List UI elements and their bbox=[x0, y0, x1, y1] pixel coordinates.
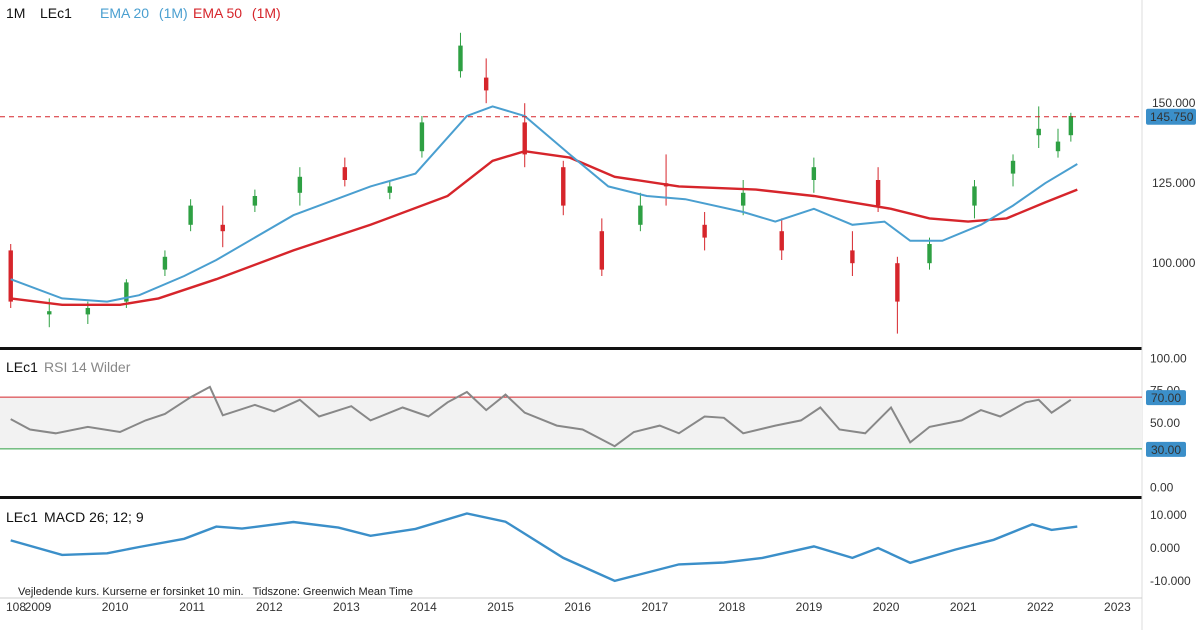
candle-body bbox=[638, 205, 643, 225]
x-tick-label: 2015 bbox=[487, 600, 514, 614]
candle-body bbox=[875, 180, 881, 206]
candle-body bbox=[387, 186, 392, 193]
candle-body bbox=[811, 167, 817, 180]
macd-y-ticks: 10.000 0.000 -10.000 bbox=[1150, 508, 1191, 588]
candle-body bbox=[740, 192, 746, 206]
rsi-lower-badge-label: 30.00 bbox=[1151, 443, 1181, 457]
candle-body bbox=[8, 250, 13, 302]
x-tick-label: 2009 bbox=[25, 600, 52, 614]
price-candles bbox=[8, 32, 1074, 334]
candle-body bbox=[188, 205, 193, 225]
price-timeframe: 1M bbox=[6, 5, 25, 21]
x-tick-label: 2021 bbox=[950, 600, 977, 614]
rsi-tick-label: 100.00 bbox=[1150, 351, 1187, 365]
candle-body bbox=[252, 196, 258, 206]
x-tick-label: 2016 bbox=[564, 600, 591, 614]
x-tick-label: 2020 bbox=[873, 600, 900, 614]
candle-body bbox=[895, 263, 900, 302]
candle-body bbox=[599, 231, 605, 270]
price-tick-label: 150.000 bbox=[1152, 96, 1196, 110]
ema50-legend-suffix: (1M) bbox=[252, 5, 281, 21]
x-tick-label: 2012 bbox=[256, 600, 283, 614]
candle-body bbox=[47, 311, 52, 315]
candle-body bbox=[342, 167, 348, 180]
last-price-label: 145.750 bbox=[1150, 110, 1194, 124]
candle-body bbox=[1010, 160, 1016, 174]
candle-body bbox=[779, 231, 784, 251]
x-tick-label: 108 bbox=[6, 600, 26, 614]
macd-line bbox=[10, 512, 1078, 583]
rsi-band bbox=[0, 397, 1142, 449]
candle-body bbox=[458, 45, 463, 72]
price-symbol: LEc1 bbox=[40, 5, 72, 21]
macd-tick-label: 10.000 bbox=[1150, 508, 1187, 522]
x-tick-label: 2022 bbox=[1027, 600, 1054, 614]
x-tick-label: 2023 bbox=[1104, 600, 1131, 614]
x-tick-label: 2019 bbox=[796, 600, 823, 614]
candle-body bbox=[561, 167, 566, 206]
rsi-upper-badge-label: 70.00 bbox=[1151, 391, 1181, 405]
ema20-legend-suffix: (1M) bbox=[159, 5, 188, 21]
x-tick-label: 2011 bbox=[179, 600, 205, 614]
macd-tick-label: -10.000 bbox=[1150, 574, 1191, 588]
x-tick-label: 2018 bbox=[719, 600, 746, 614]
ema50-line bbox=[10, 149, 1078, 306]
ema20-legend: EMA 20 (1M) bbox=[100, 5, 188, 21]
rsi-lower-badge bbox=[1146, 441, 1186, 457]
ema50-legend-name: EMA 50 bbox=[193, 5, 242, 21]
ema20-legend-name: EMA 20 bbox=[100, 5, 149, 21]
rsi-tick-label: 50.00 bbox=[1150, 416, 1180, 430]
ema50-legend: EMA 50 (1M) bbox=[193, 5, 281, 21]
ema20-line bbox=[10, 105, 1078, 303]
rsi-tick-label: 0.00 bbox=[1150, 481, 1174, 495]
candle-body bbox=[972, 186, 977, 206]
price-tick-label: 125.000 bbox=[1152, 176, 1196, 190]
candle-body bbox=[297, 176, 303, 193]
candle-body bbox=[850, 250, 855, 264]
rsi-name: RSI 14 Wilder bbox=[44, 359, 131, 375]
footer-note: Vejledende kurs. Kurserne er forsinket 1… bbox=[18, 586, 413, 598]
candle-body bbox=[85, 308, 91, 315]
candle-body bbox=[483, 77, 489, 91]
rsi-line bbox=[10, 385, 1072, 448]
price-y-ticks: 150.000 125.000 100.000 bbox=[1152, 96, 1196, 270]
candle-body bbox=[522, 122, 527, 155]
macd-tick-label: 0.000 bbox=[1150, 541, 1180, 555]
candle-body bbox=[702, 224, 707, 238]
last-price-badge bbox=[1146, 108, 1196, 125]
candle-body bbox=[220, 224, 225, 232]
panel-separator-1 bbox=[0, 347, 1142, 350]
candle-body bbox=[927, 244, 932, 264]
rsi-symbol: LEc1 bbox=[6, 359, 38, 375]
panel-separator-2 bbox=[0, 496, 1142, 499]
candle-body bbox=[1068, 116, 1074, 136]
candle-body bbox=[1055, 141, 1061, 152]
x-tick-label: 2010 bbox=[102, 600, 129, 614]
x-tick-label: 2014 bbox=[410, 600, 437, 614]
x-tick-label: 2017 bbox=[641, 600, 668, 614]
price-tick-label: 100.000 bbox=[1152, 256, 1196, 270]
x-tick-label: 2013 bbox=[333, 600, 360, 614]
macd-name: MACD 26; 12; 9 bbox=[44, 509, 144, 525]
candle-body bbox=[419, 122, 425, 152]
candle-body bbox=[1036, 128, 1041, 136]
candle-body bbox=[124, 282, 129, 302]
macd-symbol: LEc1 bbox=[6, 509, 38, 525]
rsi-upper-badge bbox=[1146, 390, 1186, 406]
candle-body bbox=[162, 256, 168, 270]
